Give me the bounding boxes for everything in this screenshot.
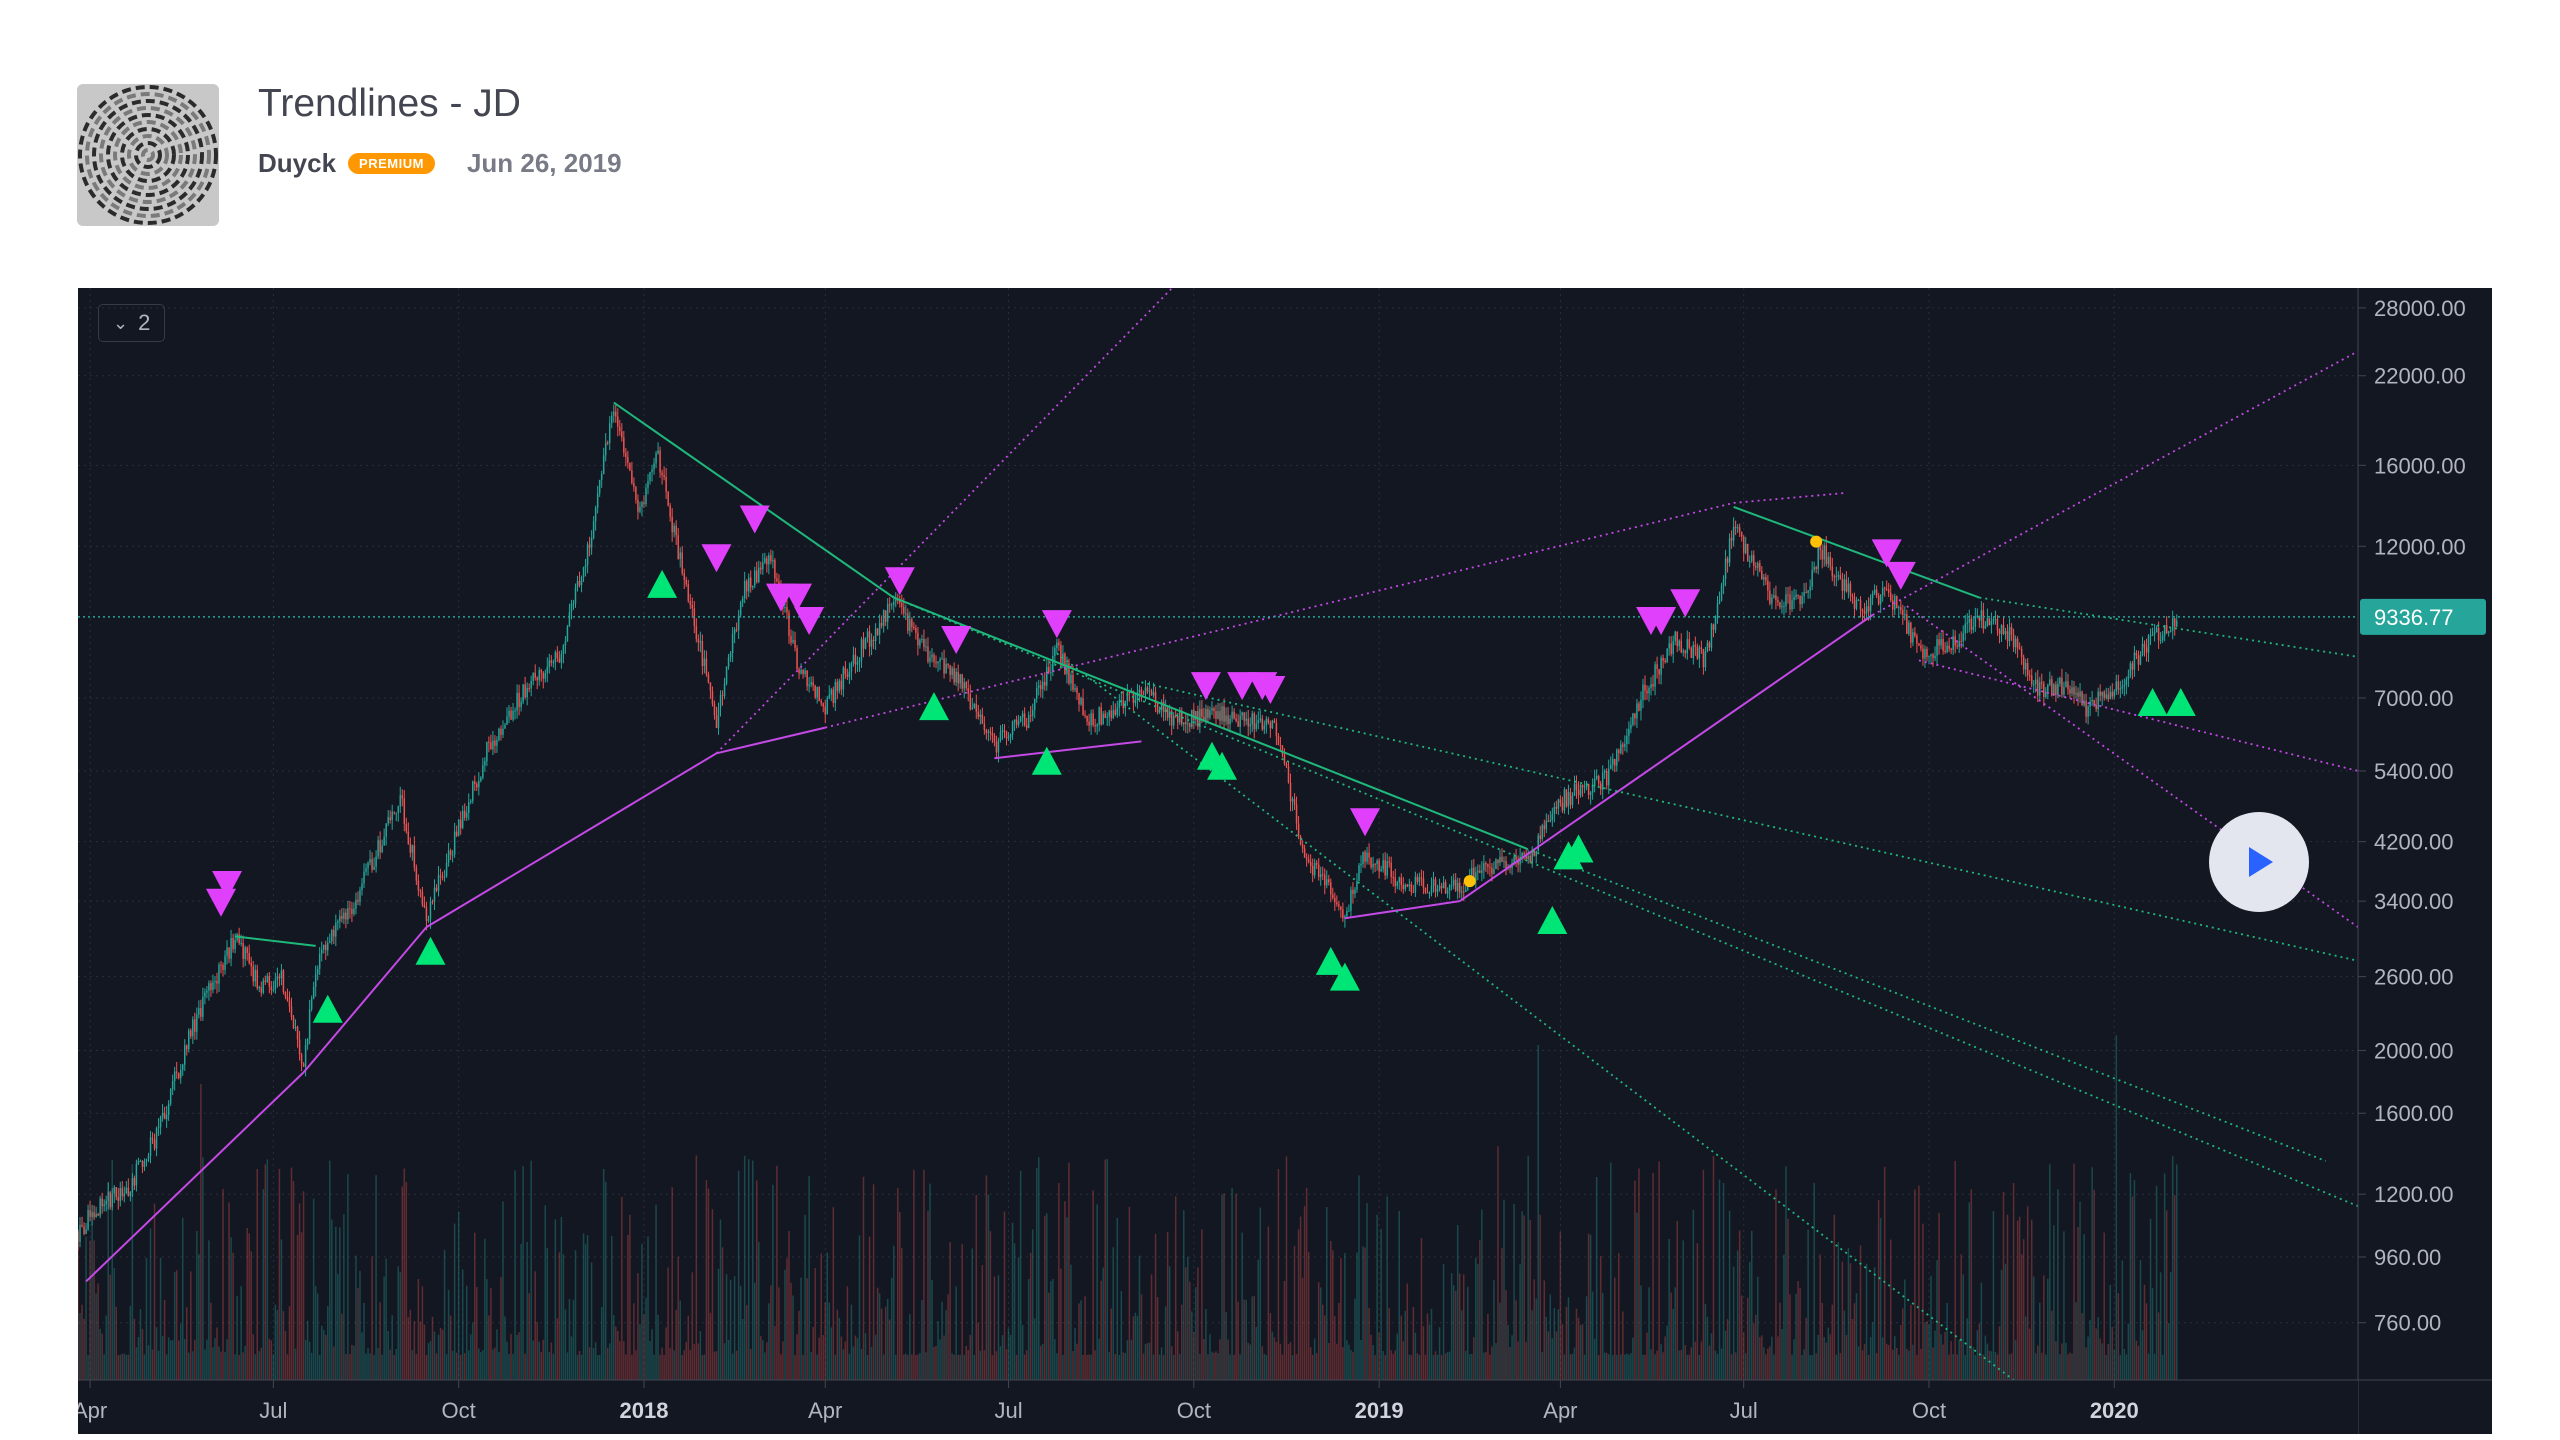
buy-signal-marker [312,994,343,1023]
x-tick-label: Oct [1912,1398,1946,1423]
buy-signal-marker [1207,751,1238,780]
y-tick-label: 28000.00 [2374,296,2466,321]
support-trendline [716,726,826,755]
sell-signal-marker [1255,676,1286,705]
buy-signal-marker [2165,687,2196,716]
buy-signal-marker [1031,746,1062,775]
support-trendline [1459,614,1874,902]
time-axis[interactable]: Apr Jul Oct 2018 Apr Jul Oct 2019 Apr Jul Oct 2020 [78,1379,2492,1434]
buy-signal-marker [1329,962,1360,991]
support-trendline [425,752,717,928]
pivot-dot [1810,535,1823,548]
x-tick-label: Apr [808,1398,842,1423]
candles [78,402,2178,1251]
sell-signal-marker [782,583,813,612]
support-trendline [1733,492,1845,504]
x-tick-label: Jul [1730,1398,1758,1423]
y-tick-label: 5400.00 [2374,759,2454,784]
y-tick-label: 3400.00 [2374,889,2454,914]
support-trendline [302,926,428,1074]
buy-signal-marker [1563,834,1594,863]
y-tick-label: 760.00 [2374,1311,2441,1336]
y-tick-label: 960.00 [2374,1245,2441,1270]
x-tick-label: 2018 [619,1398,668,1423]
play-button[interactable] [2209,812,2309,912]
spiral-avatar-icon [77,84,219,226]
buy-signal-marker [919,692,950,721]
x-tick-label: Jul [994,1398,1022,1423]
premium-badge: PREMIUM [348,153,435,174]
x-tick-label: Apr [1543,1398,1577,1423]
idea-title: Trendlines - JD [258,82,521,125]
x-tick-label: 2019 [1355,1398,1404,1423]
buy-signal-marker [1315,946,1346,975]
y-tick-label: 1600.00 [2374,1101,2454,1126]
volume-bars [78,1035,2178,1380]
sell-signal-marker [206,888,237,917]
chevron-down-icon: ⌄ [113,313,129,333]
sell-signal-marker [1646,607,1677,636]
chart-panel[interactable]: 28000.00 22000.00 16000.00 12000.00 7000.00 5… [78,288,2492,1434]
x-tick-label: Jul [259,1398,287,1423]
y-tick-label: 2000.00 [2374,1038,2454,1063]
indicator-legend-toggle[interactable]: ⌄ 2 [98,304,166,342]
resistance-trendline [1979,596,2359,658]
legend-count: 2 [138,310,151,335]
y-tick-label: 16000.00 [2374,453,2466,478]
last-price-badge [2360,598,2486,635]
y-tick-label: 12000.00 [2374,534,2466,559]
resistance-trendline [893,596,2359,1207]
sell-signal-marker [739,505,770,534]
resistance-trendline [893,596,1527,850]
x-tick-label: Oct [442,1398,476,1423]
support-trendline [825,502,1734,729]
buy-signal-marker [1537,905,1568,934]
buy-signal-marker [2137,687,2168,716]
buy-signal-marker [647,569,678,598]
support-trendline [85,1071,305,1283]
sell-signal-marker [1871,539,1902,568]
pivot-dot [1463,875,1476,888]
y-tick-label: 22000.00 [2374,364,2466,389]
price-chart[interactable]: 28000.0022000.0016000.0012000.007000.005… [78,288,2492,1434]
last-price-label: 9336.77 [2374,605,2454,630]
author-avatar[interactable] [77,84,219,226]
y-tick-label: 1200.00 [2374,1182,2454,1207]
buy-signal-marker [415,936,446,965]
sell-signal-marker [1350,808,1381,837]
resistance-trendline [613,401,895,599]
resistance-trendline [1733,506,1980,599]
support-trendline [994,740,1142,760]
sell-signal-marker [1670,589,1701,618]
y-tick-label: 4200.00 [2374,830,2454,855]
y-tick-label: 2600.00 [2374,965,2454,990]
support-trendline [1344,900,1460,920]
y-tick-label: 7000.00 [2374,686,2454,711]
sell-signal-marker [794,607,825,636]
sell-signal-marker [1041,610,1072,639]
resistance-trendline [234,935,316,947]
sell-signal-marker [1190,672,1221,701]
sell-signal-marker [701,544,732,573]
support-trendline [1872,350,2359,616]
play-icon [2249,847,2273,877]
support-trendline [1906,605,2359,928]
resistance-trendline [1141,681,2359,962]
publish-date: Jun 26, 2019 [466,148,622,178]
idea-meta: Duyck PREMIUM Jun 26, 2019 [258,148,622,179]
x-tick-label: 2020 [2090,1398,2139,1423]
sell-signal-marker [1885,561,1916,590]
grid [78,288,2358,1380]
x-tick-label: Oct [1177,1398,1211,1423]
sell-signal-marker [941,626,972,655]
resistance-trendline [1525,847,2327,1162]
sell-signal-marker [212,871,243,900]
sell-signal-marker [884,567,915,596]
support-trendline [715,288,1173,754]
price-axis[interactable]: 28000.00 22000.00 16000.00 12000.00 7000.00 5… [2357,288,2492,1434]
sell-signal-marker [1227,672,1258,701]
author-name[interactable]: Duyck [258,148,337,178]
x-tick-label: Apr [78,1398,107,1423]
